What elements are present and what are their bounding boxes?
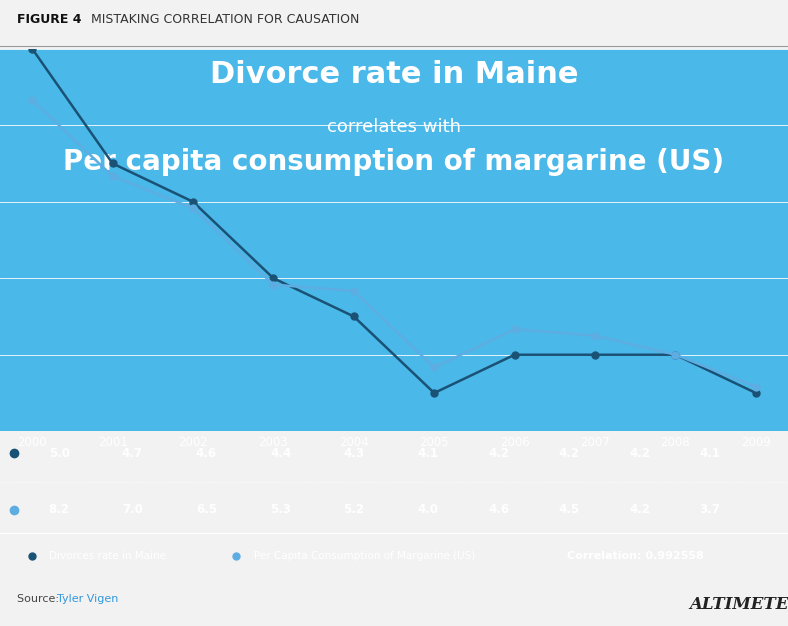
Text: 3.7: 3.7 — [700, 503, 720, 516]
Text: 4.1: 4.1 — [700, 447, 720, 460]
Text: correlates with: correlates with — [327, 118, 461, 136]
Text: 4.3: 4.3 — [344, 447, 364, 460]
Text: Per capita consumption of margarine (US): Per capita consumption of margarine (US) — [64, 148, 724, 176]
Text: ALTIMETER: ALTIMETER — [690, 595, 788, 613]
Text: 4.6: 4.6 — [196, 447, 217, 460]
Text: Tyler Vigen: Tyler Vigen — [57, 594, 118, 604]
Text: 5.2: 5.2 — [344, 503, 364, 516]
Text: 7.0: 7.0 — [122, 503, 143, 516]
Text: Correlation: 0.992558: Correlation: 0.992558 — [567, 551, 704, 561]
Text: 4.4: 4.4 — [270, 447, 291, 460]
Text: 4.2: 4.2 — [630, 447, 650, 460]
Text: 4.2: 4.2 — [630, 503, 650, 516]
Text: 6.5: 6.5 — [196, 503, 217, 516]
Text: 5.0: 5.0 — [49, 447, 69, 460]
Text: 4.6: 4.6 — [489, 503, 509, 516]
Text: Source:: Source: — [17, 594, 63, 604]
Text: 4.5: 4.5 — [559, 503, 579, 516]
Text: 4.2: 4.2 — [559, 447, 579, 460]
Text: Per Capita Consumption of Margarine (US): Per Capita Consumption of Margarine (US) — [254, 551, 475, 561]
Text: FIGURE 4: FIGURE 4 — [17, 13, 82, 26]
Text: MISTAKING CORRELATION FOR CAUSATION: MISTAKING CORRELATION FOR CAUSATION — [83, 13, 359, 26]
Text: 4.2: 4.2 — [489, 447, 509, 460]
Text: 4.7: 4.7 — [122, 447, 143, 460]
Text: 4.1: 4.1 — [418, 447, 438, 460]
Text: 5.3: 5.3 — [270, 503, 291, 516]
Text: Divorces rate in Maine: Divorces rate in Maine — [49, 551, 166, 561]
Text: 4.0: 4.0 — [418, 503, 438, 516]
Text: Divorce rate in Maine: Divorce rate in Maine — [210, 60, 578, 89]
Text: 8.2: 8.2 — [49, 503, 69, 516]
